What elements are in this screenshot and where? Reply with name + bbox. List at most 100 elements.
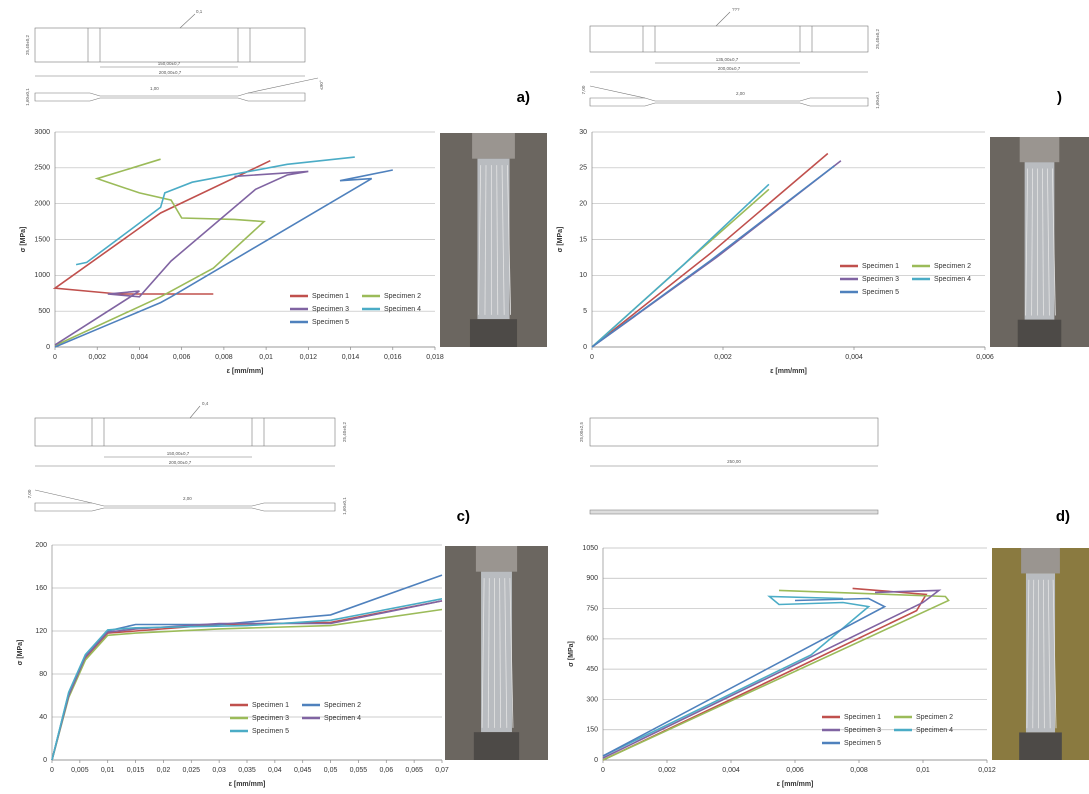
series-line [54, 169, 393, 348]
dim: 250,00 [727, 459, 741, 464]
y-tick-label: 150 [586, 727, 598, 734]
x-axis-label: ε [mm/mm] [229, 781, 266, 788]
photo-fixture [473, 732, 520, 760]
y-tick-label: 3000 [34, 129, 50, 136]
photo-wire [1051, 168, 1056, 316]
dim: 7,00 [27, 489, 32, 498]
dim: 25,40±0,2 [25, 35, 30, 55]
series-line [51, 600, 443, 761]
x-tick-label: 0,035 [238, 767, 256, 774]
x-tick-label: 0,002 [88, 354, 106, 361]
dim: 0,1 [196, 9, 203, 14]
y-tick-label: 500 [38, 308, 50, 315]
series-line [51, 608, 443, 761]
photo-specimen [1024, 162, 1055, 320]
y-tick-label: 0 [46, 344, 50, 351]
series-line [602, 597, 887, 757]
dim: 150,00±0,7 [158, 61, 181, 66]
y-tick-label: 750 [586, 605, 598, 612]
legend-label: Specimen 2 [324, 702, 361, 709]
photo-wire [501, 165, 505, 315]
dim: 150,00±0,7 [167, 451, 190, 456]
legend-label: Specimen 2 [934, 263, 971, 270]
x-tick-label: 0,008 [850, 767, 868, 774]
series-line [591, 183, 770, 348]
x-tick-label: 0,008 [215, 354, 233, 361]
series-line [52, 159, 271, 295]
y-tick-label: 80 [39, 671, 47, 678]
photo-specimen [481, 571, 512, 733]
x-tick-label: 0,07 [435, 767, 449, 774]
photo-wire [1043, 579, 1045, 729]
dim: 25,40±0,2 [875, 29, 880, 49]
photo-wire [1052, 579, 1057, 729]
x-tick-label: 0 [601, 767, 605, 774]
dim: 200,00±0,7 [159, 70, 182, 75]
x-tick-label: 0,015 [127, 767, 145, 774]
photo-wire [1047, 168, 1050, 316]
dim: 1,60±0,1 [875, 91, 880, 109]
x-tick-label: 0,045 [294, 767, 312, 774]
y-tick-label: 0 [594, 757, 598, 764]
x-tick-label: 0,01 [101, 767, 115, 774]
series-line [602, 589, 950, 761]
x-tick-label: 0,012 [978, 767, 996, 774]
x-tick-label: 0,012 [300, 354, 318, 361]
y-tick-label: 25 [579, 165, 587, 172]
dim: 0,4 [202, 401, 209, 406]
legend-label: Specimen 3 [862, 276, 899, 283]
legend-label: Specimen 1 [862, 263, 899, 270]
x-tick-label: 0,014 [342, 354, 360, 361]
photo-wire [1026, 579, 1030, 729]
dim: 200,00±0,7 [169, 460, 192, 465]
legend-label: Specimen 1 [844, 714, 881, 721]
dim: 1,60±0,1 [25, 88, 30, 106]
y-tick-label: 1050 [582, 545, 598, 552]
series-line [51, 598, 443, 761]
photo-wire [1025, 168, 1029, 316]
panel-label: a) [517, 89, 530, 106]
y-tick-label: 10 [579, 272, 587, 279]
legend-label: Specimen 2 [384, 293, 421, 300]
x-tick-label: 0 [53, 354, 57, 361]
x-tick-label: 0,004 [722, 767, 740, 774]
photo-wire [504, 578, 508, 728]
y-tick-label: 200 [35, 542, 47, 549]
y-tick-label: 300 [586, 696, 598, 703]
x-tick-label: 0 [50, 767, 54, 774]
series-line [54, 170, 309, 346]
x-tick-label: 0,006 [786, 767, 804, 774]
legend-label: Specimen 5 [252, 728, 289, 735]
photo-fixture [475, 546, 518, 572]
series-line [51, 574, 443, 761]
photo-wire [1032, 579, 1035, 729]
legend-label: Specimen 1 [252, 702, 289, 709]
photo-fixture [1017, 319, 1062, 347]
drawing-b: ??? 25,40±0,2 135,00±0,7 200,00±0,7 2,00… [581, 7, 880, 109]
x-tick-label: 0,006 [976, 354, 994, 361]
drawing-d: 25,00±2,5 250,00 [579, 417, 879, 515]
y-tick-label: 120 [35, 628, 47, 635]
series-line [75, 156, 355, 266]
photo-fixture [469, 319, 518, 347]
x-tick-label: 0,02 [157, 767, 171, 774]
dim: 1,60±0,1 [342, 497, 347, 515]
series-line [602, 587, 928, 761]
x-axis-label: ε [mm/mm] [770, 368, 807, 375]
photo-wire [509, 578, 514, 728]
x-tick-label: 0,055 [350, 767, 368, 774]
y-tick-label: 0 [43, 757, 47, 764]
dim: 2,00 [736, 91, 745, 96]
y-tick-label: 1500 [34, 236, 50, 243]
y-tick-label: 160 [35, 585, 47, 592]
y-axis-label: σ [MPa] [568, 641, 575, 667]
specimen-photo [440, 133, 547, 347]
dim: 7,00 [581, 85, 586, 94]
series-line [602, 589, 942, 759]
drawing-a: 0,1 25,40±0,2 150,00±0,7 200,00±0,7 1,00… [25, 9, 324, 106]
y-axis-label: σ [MPa] [17, 640, 24, 666]
x-tick-label: 0,05 [324, 767, 338, 774]
legend-label: Specimen 3 [252, 715, 289, 722]
x-tick-label: 0,016 [384, 354, 402, 361]
